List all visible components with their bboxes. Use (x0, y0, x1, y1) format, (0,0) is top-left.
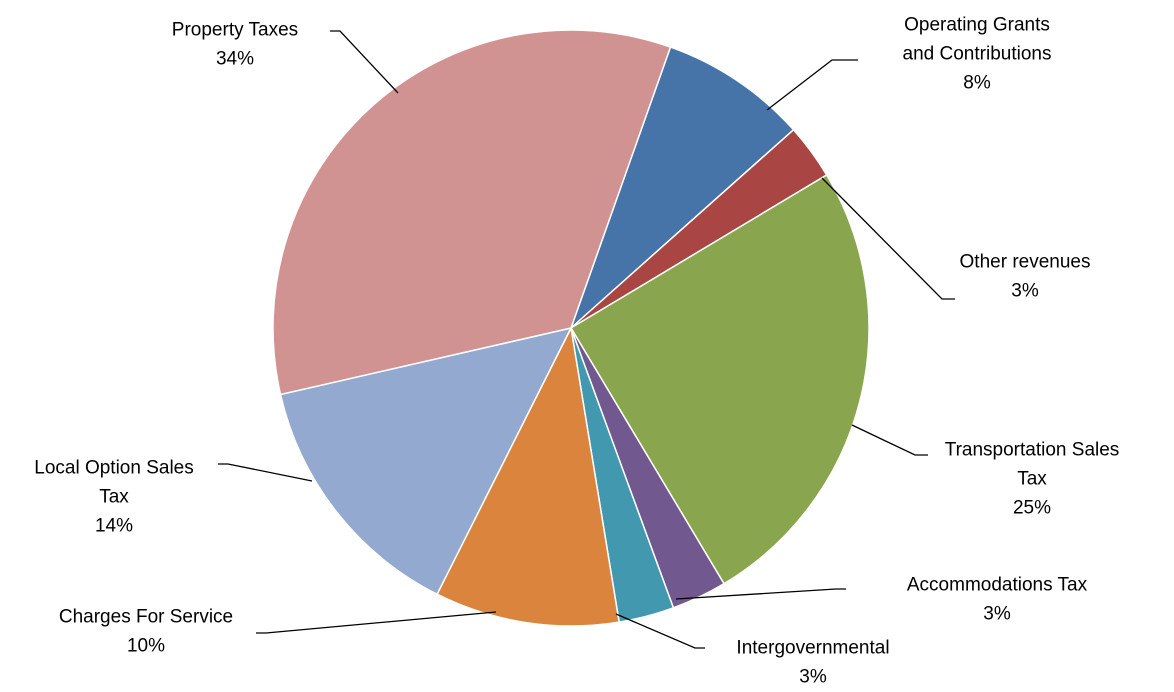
slice-label-property-taxes: Property Taxes 34% (172, 20, 298, 70)
leader-lines-layer (218, 30, 955, 649)
labels-layer: Operating Grants and Contributions 8% Other… (34, 15, 1119, 688)
slice-percent-label: 10% (127, 636, 165, 657)
pie-slice-local-option-sales-tax (279, 326, 573, 596)
slice-label-other-revenues: Other revenues 3% (960, 252, 1091, 302)
leader-line-property-taxes (330, 30, 399, 94)
slice-name-label: Property Taxes (172, 20, 298, 41)
pie-slice-property-taxes (272, 29, 672, 396)
slice-percent-label: 3% (1011, 281, 1039, 302)
slice-percent-label: 14% (95, 516, 133, 537)
slice-label-transportation-sales-tax: Transportation Sales Tax 25% (945, 440, 1120, 519)
slice-label-operating-grants-and-contributions: Operating Grants and Contributions 8% (903, 15, 1052, 94)
slice-percent-label: 3% (799, 667, 827, 688)
slice-label-local-option-sales-tax: Local Option Sales Tax 14% (34, 458, 194, 537)
leader-line-other-revenues (821, 177, 955, 300)
slice-label-charges-for-service: Charges For Service 10% (59, 607, 233, 657)
slice-percent-label: 25% (1013, 498, 1051, 519)
pie-slice-transportation-sales-tax (569, 173, 870, 585)
pie-slice-charges-for-service (436, 325, 621, 627)
slice-name-label: Local Option Sales (34, 458, 194, 479)
slice-percent-label: 3% (983, 604, 1011, 625)
slice-label-intergovernmental: Intergovernmental 3% (736, 638, 889, 688)
slice-label-accommodations-tax: Accommodations Tax 3% (907, 575, 1088, 625)
pie-slice-operating-grants-and-contributions (570, 46, 795, 329)
slice-name-label: Transportation Sales (945, 440, 1120, 461)
slice-name-label: Tax (1017, 469, 1047, 490)
leader-line-operating-grants-and-contributions (766, 59, 858, 111)
slice-name-label: Operating Grants (904, 15, 1050, 36)
slice-name-label: Intergovernmental (736, 638, 889, 659)
leader-line-accommodations-tax (675, 588, 846, 600)
slice-name-label: Tax (99, 487, 129, 508)
leader-line-intergovernmental (615, 613, 705, 649)
slices-layer (272, 29, 870, 627)
leader-line-local-option-sales-tax (218, 463, 313, 482)
slice-name-label: and Contributions (903, 44, 1052, 65)
slice-percent-label: 34% (216, 49, 254, 70)
leader-line-transportation-sales-tax (851, 424, 928, 456)
leader-line-charges-for-service (256, 611, 497, 634)
slice-name-label: Charges For Service (59, 607, 233, 628)
slice-name-label: Other revenues (960, 252, 1091, 273)
slice-percent-label: 8% (963, 73, 991, 94)
slice-name-label: Accommodations Tax (907, 575, 1088, 596)
